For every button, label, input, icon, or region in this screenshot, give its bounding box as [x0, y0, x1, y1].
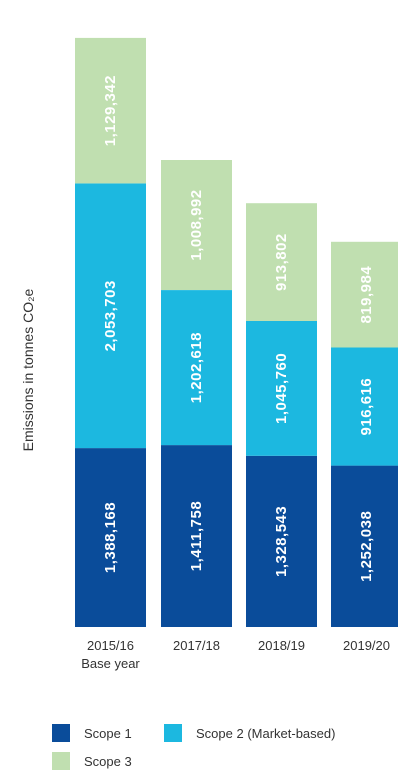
- bar-value-label-2-2: 913,802: [273, 233, 290, 291]
- bar-1-series-0: [161, 445, 232, 627]
- legend-label-scope-2: Scope 2 (Market-based): [196, 725, 336, 741]
- bar-2-series-2: [246, 203, 317, 321]
- bar-3-series-2: [331, 241, 398, 348]
- legend-swatch-scope-1: [52, 724, 70, 742]
- bar-value-label-1-1: 1,202,618: [188, 332, 205, 403]
- bar-value-label-2-1: 1,045,760: [273, 353, 290, 424]
- bar-value-label-3-1: 916,616: [358, 378, 375, 436]
- bar-0-series-2: [75, 37, 146, 184]
- legend: Scope 1 Scope 2 (Market-based) Scope 3: [52, 724, 398, 776]
- bar-value-label-0-0: 1,388,168: [102, 502, 119, 573]
- x-tick-label-1: 2017/18: [173, 638, 220, 653]
- x-tick-label-3: 2019/20: [343, 638, 390, 653]
- legend-item-scope-1: Scope 1: [52, 724, 132, 742]
- bar-value-label-1-0: 1,411,758: [188, 501, 205, 571]
- x-tick-label-2: 2018/19: [258, 638, 305, 653]
- bar-1-series-1: [161, 290, 232, 446]
- legend-label-scope-3: Scope 3: [84, 753, 132, 769]
- bar-3-series-0: [331, 465, 398, 627]
- bar-0-series-1: [75, 183, 146, 449]
- legend-item-scope-3: Scope 3: [52, 752, 132, 770]
- bar-2-series-1: [246, 321, 317, 456]
- x-tick-sublabel-0: Base year: [81, 656, 140, 671]
- bar-3-series-1: [331, 347, 398, 466]
- bar-value-label-0-1: 2,053,703: [102, 280, 119, 351]
- legend-label-scope-1: Scope 1: [84, 725, 132, 741]
- legend-swatch-scope-2: [164, 724, 182, 742]
- bar-2-series-0: [246, 455, 317, 627]
- bar-value-label-1-2: 1,008,992: [188, 189, 205, 260]
- bar-0-series-0: [75, 448, 146, 627]
- bar-1-series-2: [161, 160, 232, 290]
- legend-swatch-scope-3: [52, 752, 70, 770]
- legend-item-scope-2: Scope 2 (Market-based): [164, 724, 335, 742]
- bar-value-label-0-2: 1,129,342: [102, 75, 119, 146]
- bar-value-label-3-0: 1,252,038: [358, 511, 375, 582]
- bar-value-label-3-2: 819,984: [358, 266, 375, 324]
- x-tick-label-0: 2015/16: [87, 638, 134, 653]
- bar-value-label-2-0: 1,328,543: [273, 506, 290, 577]
